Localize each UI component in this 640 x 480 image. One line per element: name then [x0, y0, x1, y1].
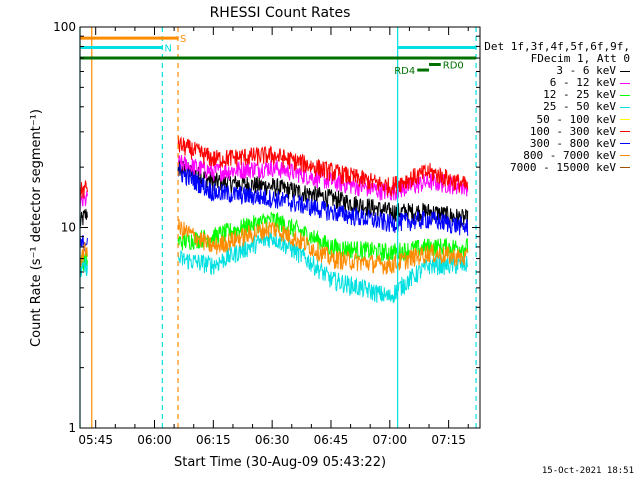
legend-label: 50 - 100 keV — [536, 112, 616, 126]
series-line-3 — [79, 231, 469, 304]
legend-label: 25 - 50 keV — [543, 100, 616, 114]
flag-label-1: N — [164, 44, 171, 55]
legend-entry-6-12kev: 6 - 12 keV — [480, 77, 630, 89]
data-layer: SN RD0 RD4 — [79, 27, 477, 428]
legend-entry-7000-15000kev: 7000 - 15000 keV — [480, 160, 630, 174]
legend-label: 100 - 300 keV — [529, 124, 616, 138]
legend-entry-12-25kev: 12 - 25 keV — [480, 89, 630, 101]
legend-swatch — [620, 82, 630, 84]
legend-label: 800 - 7000 keV — [523, 148, 616, 162]
legend-swatch — [620, 155, 630, 157]
legend-header-line-1: Det 1f,3f,4f,5f,6f,9f, — [484, 40, 630, 53]
legend-label: 12 - 25 keV — [543, 88, 616, 102]
flag-label-4: RD0 — [443, 61, 464, 72]
y-tick-label-1: 10 — [61, 221, 76, 235]
timestamp: 15-Oct-2021 18:51 — [541, 466, 634, 476]
x-tick-label-0: 05:45 — [78, 433, 113, 447]
y-axis-label: Count Rate (s⁻¹ detector segment⁻¹) — [29, 109, 44, 347]
chart-title: RHESSI Count Rates — [210, 5, 351, 21]
legend-swatch — [620, 143, 630, 145]
legend-swatch — [620, 70, 630, 72]
x-tick-label-1: 06:00 — [137, 433, 172, 447]
x-tick-label-2: 06:15 — [196, 433, 231, 447]
y-tick-label-0: 1 — [68, 421, 76, 435]
legend-swatch — [620, 131, 630, 133]
x-tick-label-5: 07:00 — [373, 433, 408, 447]
flag-label-0: S — [180, 34, 186, 45]
legend-label: 3 - 6 keV — [556, 64, 616, 78]
x-tick-label-3: 06:30 — [255, 433, 290, 447]
y-tick-label-2: 100 — [53, 20, 76, 34]
x-tick-label-6: 07:15 — [431, 433, 466, 447]
flag-label-5: RD4 — [394, 66, 415, 77]
axis-layer: 05:45 06:00 06:15 06:30 06:45 07:00 07:15 1 10 10… — [53, 20, 480, 447]
legend-header-line-2: FDecim 1, Att 0 — [530, 52, 630, 66]
legend-label: 7000 - 15000 keV — [510, 160, 616, 174]
legend-entry-800-7000kev: 800 - 7000 keV — [480, 148, 630, 162]
legend-label: 300 - 800 keV — [529, 136, 616, 150]
legend-swatch — [620, 119, 630, 121]
x-axis-label: Start Time (30-Aug-09 05:43:22) — [174, 455, 386, 470]
series-line-5 — [79, 135, 469, 200]
legend-entry-25-50kev: 25 - 50 keV — [480, 101, 630, 113]
legend-swatch — [620, 106, 630, 108]
legend-entry-300-800kev: 300 - 800 keV — [480, 136, 630, 150]
legend-swatch — [620, 94, 630, 96]
legend-entry-50-100kev: 50 - 100 keV — [480, 112, 630, 126]
x-tick-label-4: 06:45 — [314, 433, 349, 447]
series-line-7 — [79, 219, 469, 275]
legend-label: 6 - 12 keV — [549, 76, 616, 90]
plot-frame — [79, 26, 481, 429]
legend-entry-100-300kev: 100 - 300 keV — [480, 124, 630, 138]
legend: Det 1f,3f,4f,5f,6f,9f, FDecim 1, Att 0 3… — [480, 40, 630, 174]
legend-entry-3-6kev: 3 - 6 keV — [480, 65, 630, 77]
legend-swatch — [620, 167, 630, 169]
